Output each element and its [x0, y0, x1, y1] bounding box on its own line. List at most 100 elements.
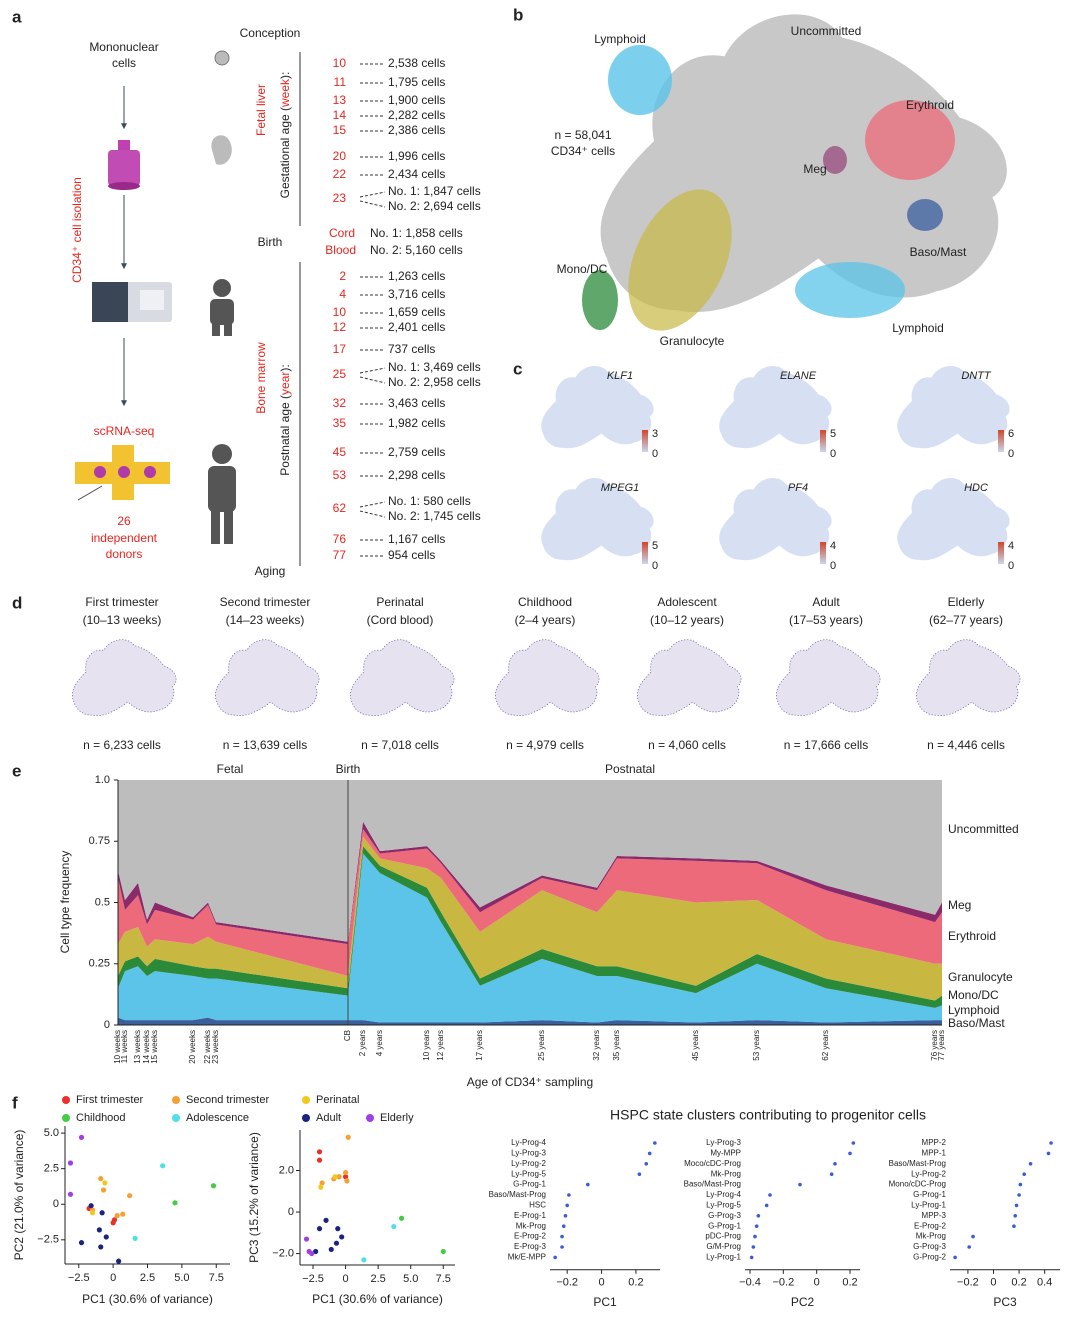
dot: [971, 1234, 975, 1239]
label: donors: [106, 547, 143, 561]
point: [306, 1248, 312, 1255]
dot: [1046, 1151, 1051, 1156]
point: [96, 1227, 102, 1233]
category-label: MPP-3: [922, 1211, 947, 1220]
tube-icon: [108, 140, 140, 190]
x-tick-label: 10 weeks: [113, 1030, 122, 1064]
age: 45: [333, 445, 347, 459]
group-title: (Cord blood): [367, 613, 434, 627]
category-label: Ly-Prog-1: [706, 1253, 741, 1262]
label: Conception: [240, 26, 301, 40]
category-label: Baso/Mast-Prog: [684, 1180, 741, 1189]
dot: [1014, 1203, 1019, 1208]
dot: [1028, 1162, 1033, 1166]
dot: [751, 1245, 756, 1249]
point: [323, 1217, 329, 1223]
sorter-icon: [92, 282, 172, 322]
cluster-label: Lymphoid: [892, 321, 944, 335]
point: [440, 1248, 446, 1255]
area: [118, 821, 942, 945]
gene-name: PF4: [788, 482, 808, 494]
y-axis-label: PC3 (15.2% of variance): [247, 1132, 261, 1263]
dot: [768, 1193, 772, 1197]
annotation: Fetal: [217, 762, 244, 776]
point: [319, 1180, 325, 1186]
point: [116, 1258, 122, 1264]
x-axis-label: PC1 (30.6% of variance): [312, 1292, 443, 1306]
gene-name: KLF1: [607, 370, 633, 382]
point: [210, 1183, 217, 1189]
dot: [1013, 1214, 1018, 1218]
gene-name: MPEG1: [601, 482, 640, 494]
dash: [359, 367, 386, 374]
panel-label: f: [12, 1093, 18, 1112]
feature-umap: [897, 477, 1010, 561]
x-tick-label: 0.2: [842, 1277, 857, 1289]
colorbar: [642, 542, 648, 564]
category-label: My-MPP: [710, 1149, 741, 1158]
cell-count: 2,538 cells: [388, 56, 445, 70]
point: [313, 1248, 319, 1255]
age: 10: [333, 56, 347, 70]
category-label: Ly-Prog-5: [706, 1201, 741, 1210]
x-tick-label: 4 years: [375, 1030, 384, 1056]
gene-name: HDC: [964, 482, 988, 494]
point: [398, 1215, 405, 1221]
legend-label: Second trimester: [186, 1094, 269, 1106]
x-tick-label: 0: [110, 1272, 116, 1284]
cell-count: No. 2: 1,745 cells: [388, 509, 481, 523]
label: CD34⁺ cells: [551, 144, 615, 158]
x-tick-label: −2.5: [68, 1272, 90, 1284]
group-title: (14–23 weeks): [226, 613, 305, 627]
label: Cord: [329, 226, 355, 240]
annotation: Birth: [336, 762, 361, 776]
cell-count: 2,386 cells: [388, 123, 445, 137]
cluster-label: Baso/Mast: [910, 245, 967, 259]
point: [98, 1244, 104, 1250]
cell-count: 1,659 cells: [388, 305, 445, 319]
panel-label: e: [12, 761, 21, 780]
cell-count: 954 cells: [388, 548, 435, 562]
dot: [653, 1141, 657, 1145]
x-tick-label: 5.0: [174, 1272, 189, 1284]
timeline-icons: [208, 50, 301, 566]
dot: [586, 1182, 590, 1187]
category-label: Ly-Prog-3: [706, 1138, 741, 1147]
dot: [848, 1151, 852, 1156]
legend-label: Baso/Mast: [948, 1016, 1005, 1030]
y-tick-label: 5.0: [44, 1127, 59, 1139]
legend-marker: [172, 1114, 180, 1122]
point: [78, 1134, 85, 1140]
legend-label: Meg: [948, 898, 971, 912]
dash: [359, 191, 386, 198]
dot: [753, 1234, 757, 1239]
age: 17: [333, 342, 347, 356]
category-label: Mk-Prog: [516, 1221, 546, 1230]
age: 4: [339, 287, 346, 301]
category-label: Ly-Prog-5: [511, 1169, 546, 1178]
label-part: Gestational age (: [278, 107, 292, 198]
point: [332, 1174, 338, 1180]
cell-count: n = 4,979 cells: [506, 738, 584, 752]
age: 23: [333, 191, 347, 205]
dash: [359, 376, 386, 384]
cell-count: n = 13,639 cells: [223, 738, 307, 752]
colorbar: [642, 430, 648, 452]
x-tick-label: −2.5: [302, 1273, 324, 1285]
chart-title: HSPC state clusters contributing to prog…: [610, 1107, 926, 1123]
age: 13: [333, 93, 347, 107]
group-title: Adolescent: [657, 595, 717, 609]
age: 32: [333, 396, 347, 410]
cluster-label: Lymphoid: [594, 32, 646, 46]
group-title: (2–4 years): [515, 613, 576, 627]
cell-count: No. 1: 3,469 cells: [388, 360, 481, 374]
point: [345, 1134, 351, 1140]
x-tick-label: 0: [599, 1277, 605, 1289]
group-umap: [349, 639, 455, 717]
cell-count: 3,463 cells: [388, 396, 445, 410]
dot: [798, 1182, 802, 1187]
point: [111, 1217, 118, 1223]
x-tick-label: 23 weeks: [211, 1030, 220, 1064]
point: [344, 1178, 350, 1184]
